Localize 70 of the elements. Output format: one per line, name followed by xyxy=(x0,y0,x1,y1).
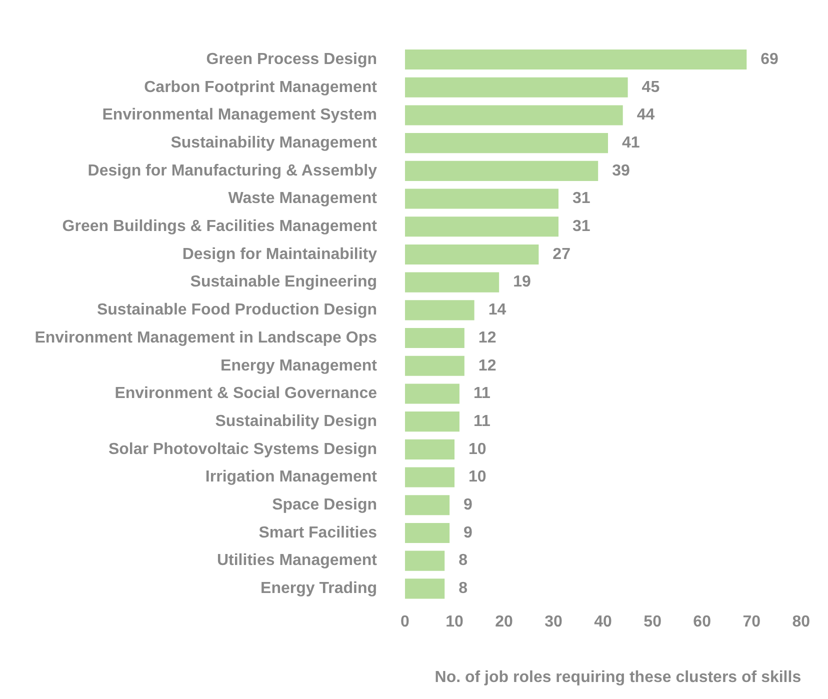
x-axis-title: No. of job roles requiring these clusters of skills xyxy=(434,668,802,686)
bar xyxy=(405,467,455,488)
data-label: 11 xyxy=(473,412,490,430)
data-label: 39 xyxy=(612,162,630,180)
y-tick-label: Irrigation Management xyxy=(205,468,378,486)
y-tick-label: Environment Management in Landscape Ops xyxy=(34,329,378,346)
y-tick-label: Energy Trading xyxy=(260,580,377,598)
data-label: 44 xyxy=(636,106,655,124)
bar xyxy=(405,356,464,376)
data-label: 9 xyxy=(464,524,473,542)
y-tick-label: Utilities Management xyxy=(216,552,378,570)
data-label: 14 xyxy=(488,302,506,319)
bar xyxy=(405,495,450,516)
data-label: 45 xyxy=(642,78,660,96)
data-label: 12 xyxy=(478,357,496,374)
bar xyxy=(405,188,558,209)
y-tick-label: Design for Manufacturing & Assembly xyxy=(88,162,378,180)
y-tick-label: Carbon Footprint Management xyxy=(144,78,378,96)
y-tick-label: Design for Maintainability xyxy=(182,246,378,263)
bar xyxy=(405,105,623,126)
data-label: 31 xyxy=(572,190,590,208)
x-tick-label: 0 xyxy=(400,614,410,631)
data-label: 69 xyxy=(760,50,779,68)
y-tick-label: Space Design xyxy=(272,496,377,514)
bar xyxy=(405,50,747,70)
data-label: 10 xyxy=(468,468,486,486)
bar xyxy=(405,384,460,404)
y-tick-label: Sustainability Management xyxy=(170,134,378,152)
x-tick-label: 60 xyxy=(693,614,712,631)
data-label: 19 xyxy=(513,274,531,291)
x-tick-label: 10 xyxy=(446,614,464,631)
y-tick-label: Green Buildings & Facilities Management xyxy=(62,218,378,236)
x-tick-label: 50 xyxy=(644,614,662,631)
bar xyxy=(405,77,628,98)
x-tick-label: 70 xyxy=(742,614,761,631)
bar xyxy=(405,412,460,432)
data-label: 41 xyxy=(622,134,640,152)
y-tick-label: Waste Management xyxy=(228,190,378,208)
data-label: 8 xyxy=(458,552,468,570)
x-tick-label: 30 xyxy=(544,614,563,631)
data-label: 11 xyxy=(473,385,490,402)
y-tick-label: Sustainable Engineering xyxy=(190,274,377,291)
y-tick-label: Environment & Social Governance xyxy=(114,385,378,402)
bar xyxy=(405,272,500,292)
y-tick-label: Smart Facilities xyxy=(258,524,378,542)
bar xyxy=(405,300,474,320)
data-label: 10 xyxy=(468,440,486,458)
x-tick-label: 40 xyxy=(594,614,612,631)
bar xyxy=(405,550,445,571)
bar xyxy=(405,522,450,543)
y-tick-label: Energy Management xyxy=(220,357,378,374)
data-label: 9 xyxy=(464,496,473,514)
y-tick-label: Solar Photovoltaic Systems Design xyxy=(108,440,377,458)
x-tick-label: 80 xyxy=(792,614,810,631)
bar xyxy=(405,328,464,348)
y-tick-label: Sustainable Food Production Design xyxy=(96,302,377,319)
data-label: 27 xyxy=(552,246,571,263)
bar xyxy=(405,160,598,181)
y-tick-label: Sustainability Design xyxy=(215,412,377,430)
bar xyxy=(405,578,445,599)
bar xyxy=(405,244,539,264)
bar xyxy=(405,439,455,460)
data-label: 31 xyxy=(572,218,590,236)
bar xyxy=(405,216,558,237)
data-label: 12 xyxy=(478,329,496,346)
bar xyxy=(405,133,608,154)
y-tick-label: Environmental Management System xyxy=(102,106,377,124)
data-label: 8 xyxy=(458,580,468,598)
x-tick-label: 20 xyxy=(495,614,514,631)
y-tick-label: Green Process Design xyxy=(206,50,377,68)
